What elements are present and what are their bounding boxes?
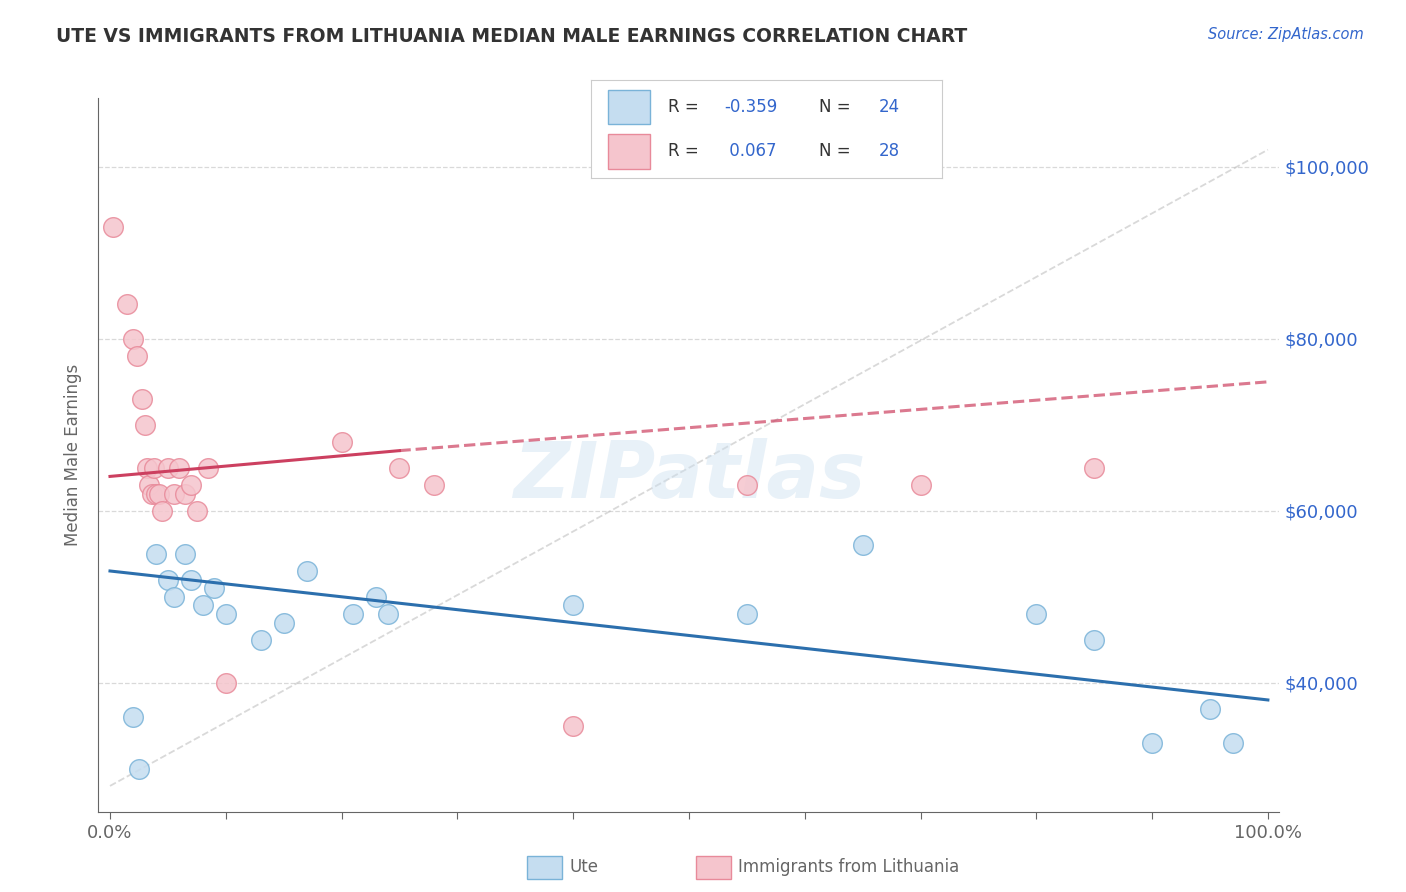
Text: R =: R = — [668, 143, 699, 161]
Point — [145, 547, 167, 561]
Point — [273, 615, 295, 630]
Point — [735, 478, 758, 492]
Point — [562, 599, 585, 613]
Point — [197, 460, 219, 475]
Point — [735, 607, 758, 621]
Point — [202, 581, 225, 595]
Point — [1199, 701, 1222, 715]
Point — [163, 486, 186, 500]
Point — [366, 590, 388, 604]
Point — [141, 486, 163, 500]
Text: N =: N = — [818, 98, 851, 116]
Point — [910, 478, 932, 492]
Point — [180, 573, 202, 587]
Point — [150, 504, 173, 518]
Point — [1083, 460, 1105, 475]
Text: N =: N = — [818, 143, 851, 161]
Point — [174, 547, 197, 561]
Point — [145, 486, 167, 500]
Point — [330, 435, 353, 450]
Point — [134, 417, 156, 432]
Point — [562, 719, 585, 733]
Point — [295, 564, 318, 578]
Text: Immigrants from Lithuania: Immigrants from Lithuania — [738, 858, 959, 876]
Point — [156, 573, 179, 587]
Point — [174, 486, 197, 500]
Point — [143, 460, 166, 475]
Text: 24: 24 — [879, 98, 900, 116]
Point — [148, 486, 170, 500]
Text: -0.359: -0.359 — [724, 98, 778, 116]
Point — [122, 332, 145, 346]
Text: Source: ZipAtlas.com: Source: ZipAtlas.com — [1208, 27, 1364, 42]
Point — [1083, 632, 1105, 647]
Text: UTE VS IMMIGRANTS FROM LITHUANIA MEDIAN MALE EARNINGS CORRELATION CHART: UTE VS IMMIGRANTS FROM LITHUANIA MEDIAN … — [56, 27, 967, 45]
Point — [117, 297, 139, 311]
Point — [423, 478, 446, 492]
Point — [1140, 736, 1163, 750]
Text: 28: 28 — [879, 143, 900, 161]
Text: ZIPatlas: ZIPatlas — [513, 438, 865, 515]
Point — [128, 762, 150, 776]
Bar — [609, 90, 650, 124]
Point — [131, 392, 153, 406]
Y-axis label: Median Male Earnings: Median Male Earnings — [65, 364, 83, 546]
Text: Ute: Ute — [569, 858, 599, 876]
Point — [215, 675, 238, 690]
Point — [125, 349, 148, 363]
Point — [342, 607, 364, 621]
Point — [156, 460, 179, 475]
Point — [377, 607, 399, 621]
Point — [103, 220, 125, 235]
Point — [852, 538, 875, 552]
Point — [163, 590, 186, 604]
Point — [1222, 736, 1244, 750]
Point — [180, 478, 202, 492]
Point — [249, 632, 271, 647]
Point — [138, 478, 160, 492]
Text: 0.067: 0.067 — [724, 143, 776, 161]
Point — [388, 460, 411, 475]
Point — [215, 607, 238, 621]
Point — [186, 504, 208, 518]
Point — [191, 599, 214, 613]
Bar — [609, 134, 650, 169]
Point — [122, 710, 145, 724]
Point — [136, 460, 159, 475]
Text: R =: R = — [668, 98, 699, 116]
Point — [1025, 607, 1047, 621]
Point — [169, 460, 191, 475]
